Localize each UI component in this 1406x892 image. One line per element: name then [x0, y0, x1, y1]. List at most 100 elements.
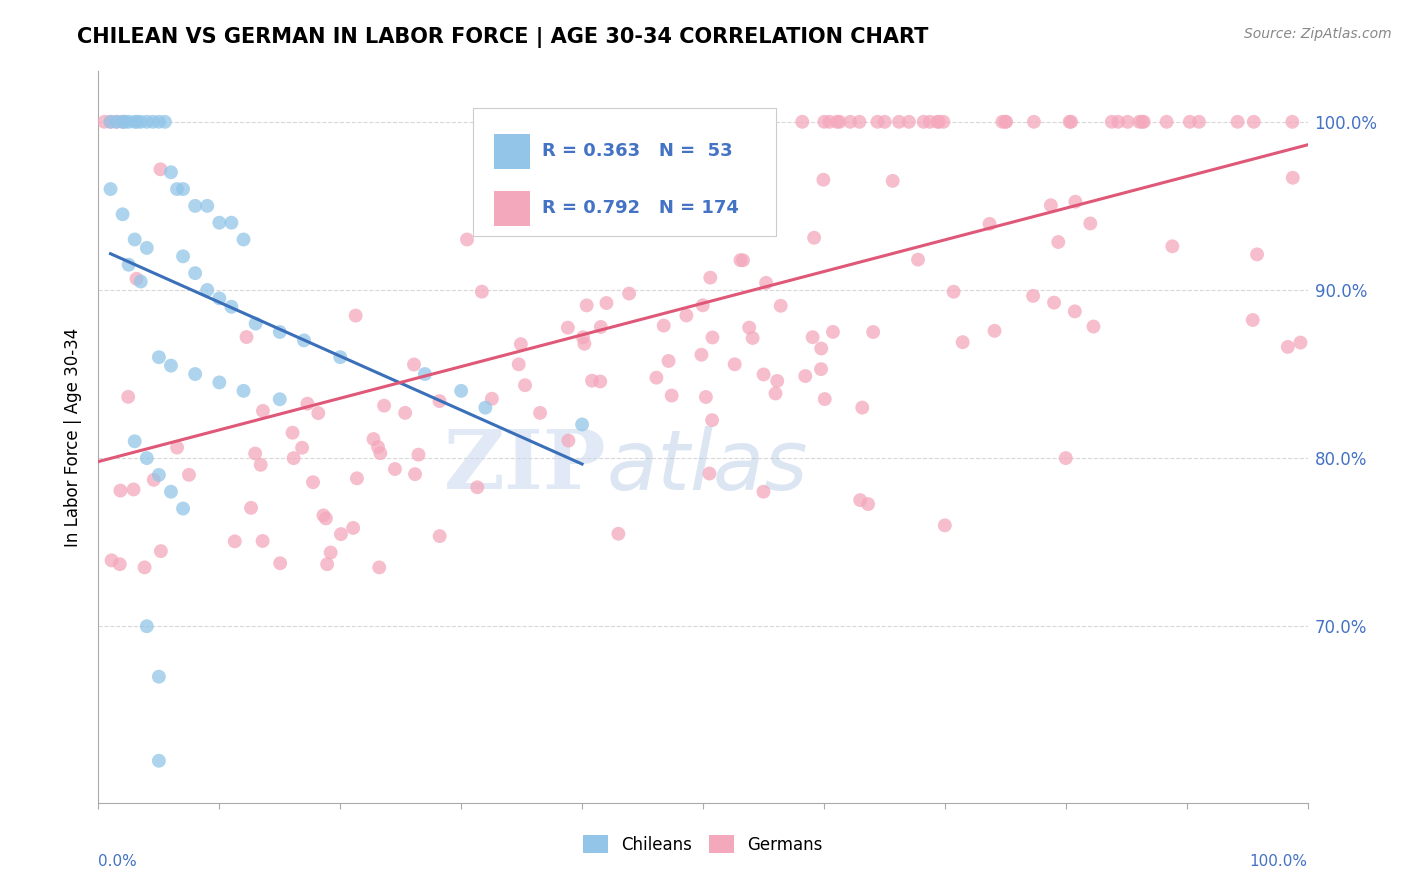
Point: [195, 199, 218, 213]
Point: [481, 392, 503, 406]
Point: [184, 367, 207, 381]
Point: [465, 480, 488, 494]
Point: [224, 534, 246, 549]
Point: [142, 115, 165, 129]
Point: [755, 276, 778, 290]
Point: [1246, 247, 1268, 261]
Point: [105, 115, 128, 129]
Point: [508, 357, 530, 371]
Point: [652, 318, 675, 333]
Point: [589, 320, 612, 334]
Point: [810, 342, 832, 356]
Point: [839, 115, 862, 129]
Point: [882, 174, 904, 188]
Point: [1128, 115, 1150, 129]
Point: [866, 115, 889, 129]
Point: [315, 511, 337, 525]
Point: [240, 500, 263, 515]
Point: [100, 553, 122, 567]
Point: [699, 270, 721, 285]
Point: [676, 115, 699, 129]
Point: [269, 556, 291, 570]
Point: [1059, 115, 1081, 129]
Point: [738, 320, 761, 334]
Point: [172, 249, 194, 263]
Point: [373, 399, 395, 413]
Point: [269, 392, 291, 407]
Text: 100.0%: 100.0%: [1250, 854, 1308, 869]
Point: [907, 252, 929, 267]
Point: [744, 115, 766, 129]
Point: [221, 300, 243, 314]
Point: [1133, 115, 1156, 129]
Point: [148, 670, 170, 684]
Point: [794, 369, 817, 384]
Text: Source: ZipAtlas.com: Source: ZipAtlas.com: [1244, 27, 1392, 41]
Point: [927, 115, 949, 129]
Point: [402, 358, 425, 372]
Point: [118, 115, 141, 129]
Point: [934, 518, 956, 533]
Point: [252, 533, 274, 548]
Point: [692, 298, 714, 312]
Point: [1226, 115, 1249, 129]
Point: [766, 374, 789, 388]
Y-axis label: In Labor Force | Age 30-34: In Labor Force | Age 30-34: [65, 327, 83, 547]
Point: [148, 350, 170, 364]
Point: [942, 285, 965, 299]
Point: [658, 354, 681, 368]
Point: [571, 417, 593, 432]
Point: [1078, 217, 1101, 231]
Point: [952, 335, 974, 350]
Text: R = 0.363   N =  53: R = 0.363 N = 53: [543, 143, 733, 161]
Point: [105, 115, 128, 129]
Point: [184, 266, 207, 280]
Point: [404, 467, 426, 482]
Point: [724, 115, 747, 129]
Point: [149, 162, 172, 177]
Point: [581, 374, 603, 388]
Point: [235, 330, 257, 344]
Point: [1161, 239, 1184, 253]
Point: [129, 275, 152, 289]
Point: [245, 317, 267, 331]
Point: [1064, 194, 1087, 209]
Point: [814, 392, 837, 406]
Point: [818, 115, 841, 129]
Point: [810, 362, 832, 376]
Point: [111, 207, 134, 221]
Point: [148, 754, 170, 768]
Point: [994, 115, 1017, 129]
Point: [509, 337, 531, 351]
Point: [607, 526, 630, 541]
Legend: Chileans, Germans: Chileans, Germans: [576, 829, 830, 860]
Point: [249, 458, 271, 472]
Point: [149, 544, 172, 558]
Point: [124, 233, 146, 247]
Point: [1241, 313, 1264, 327]
Bar: [494, 191, 530, 226]
Point: [110, 483, 132, 498]
Point: [572, 330, 595, 344]
Point: [429, 394, 451, 409]
Point: [1107, 115, 1129, 129]
Point: [828, 115, 851, 129]
Point: [703, 115, 725, 129]
Point: [208, 291, 231, 305]
Point: [312, 508, 335, 523]
Point: [281, 425, 304, 440]
Text: atlas: atlas: [606, 425, 808, 507]
Point: [731, 253, 754, 268]
Point: [127, 115, 149, 129]
Point: [283, 451, 305, 466]
Point: [1047, 235, 1070, 249]
Point: [856, 497, 879, 511]
Point: [669, 115, 692, 129]
Point: [765, 386, 787, 401]
Point: [297, 397, 319, 411]
Point: [135, 115, 157, 129]
Point: [529, 406, 551, 420]
Point: [991, 115, 1014, 129]
Point: [1083, 319, 1105, 334]
Point: [243, 446, 266, 460]
